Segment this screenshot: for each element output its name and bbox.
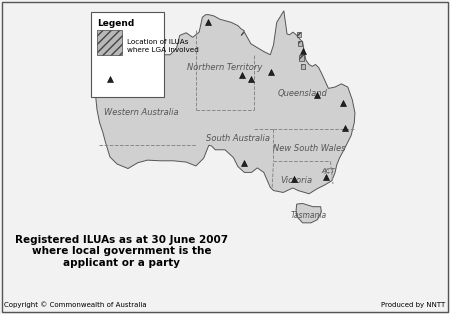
Text: Western Australia: Western Australia	[104, 108, 178, 117]
Text: Registered ILUAs as at 30 June 2007
where local government is the
applicant or a: Registered ILUAs as at 30 June 2007 wher…	[15, 235, 228, 268]
Polygon shape	[296, 203, 321, 223]
Polygon shape	[297, 32, 301, 37]
Text: ACT: ACT	[321, 168, 335, 174]
Polygon shape	[298, 41, 302, 46]
Text: Queensland: Queensland	[278, 89, 328, 98]
Text: South Australia: South Australia	[206, 134, 270, 143]
Text: Northern Territory: Northern Territory	[187, 63, 263, 72]
Text: Victoria: Victoria	[280, 176, 312, 185]
Text: Produced by NNTT: Produced by NNTT	[381, 302, 446, 308]
Text: Copyright © Commonwealth of Australia: Copyright © Commonwealth of Australia	[4, 301, 147, 308]
Text: Location of ILUAs
where LGA involved: Location of ILUAs where LGA involved	[127, 39, 199, 53]
Text: Legend: Legend	[97, 19, 135, 29]
Polygon shape	[96, 11, 355, 194]
Bar	[97, 30, 122, 55]
Polygon shape	[301, 64, 305, 69]
Text: Tasmania: Tasmania	[291, 211, 327, 219]
Polygon shape	[299, 55, 304, 61]
Text: New South Wales: New South Wales	[273, 144, 345, 153]
FancyBboxPatch shape	[90, 12, 164, 97]
